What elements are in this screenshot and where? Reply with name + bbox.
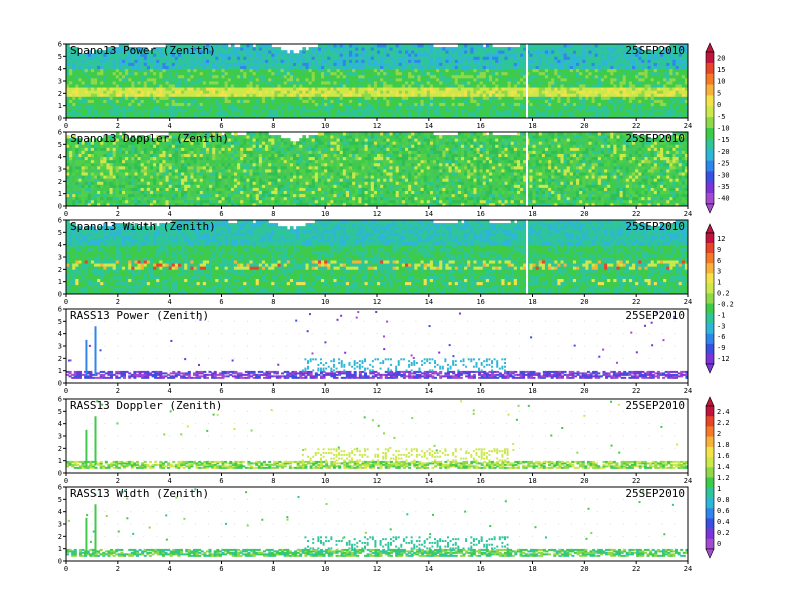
y-tick-label: 2 <box>58 90 62 98</box>
x-tick-label: 10 <box>321 122 329 130</box>
x-tick-label: 24 <box>684 122 692 130</box>
heatmap-cell <box>249 44 253 47</box>
y-tick-label: 4 <box>58 65 62 73</box>
heatmap-cell <box>277 47 281 50</box>
panel-date: 25SEP2010 <box>625 44 685 57</box>
heatmap-cell <box>302 47 306 50</box>
x-tick-label: 22 <box>632 122 640 130</box>
x-tick-label: 2 <box>116 122 120 130</box>
panel-title: Spano13 Power (Zenith) <box>70 44 216 57</box>
data-gap <box>526 44 528 118</box>
x-tick-label: 16 <box>476 122 484 130</box>
panel-2: Spano13 Doppler (Zenith)25SEP20100123456… <box>58 129 692 219</box>
heatmap-cell <box>430 44 434 47</box>
x-tick-label: 4 <box>168 122 172 130</box>
x-tick-label: 18 <box>528 122 536 130</box>
x-tick-label: 0 <box>64 122 68 130</box>
x-tick-label: 14 <box>425 122 433 130</box>
y-tick-label: 6 <box>58 41 62 49</box>
x-tick-label: 12 <box>373 122 381 130</box>
x-tick-label: 20 <box>580 122 588 130</box>
y-tick-label: 3 <box>58 78 62 86</box>
heatmap-cell <box>284 50 288 53</box>
heatmap-cell <box>225 44 229 47</box>
heatmap-cell <box>480 44 484 47</box>
heatmap-cell <box>290 50 294 53</box>
heatmap-cell <box>268 44 272 47</box>
y-tick-label: 5 <box>58 53 62 61</box>
x-tick-label: 6 <box>219 122 223 130</box>
y-tick-label: 1 <box>58 102 62 110</box>
y-tick-label: 0 <box>58 115 62 123</box>
heatmap-cell <box>489 44 493 47</box>
heatmap-cell <box>231 44 235 47</box>
x-tick-label: 8 <box>271 122 275 130</box>
